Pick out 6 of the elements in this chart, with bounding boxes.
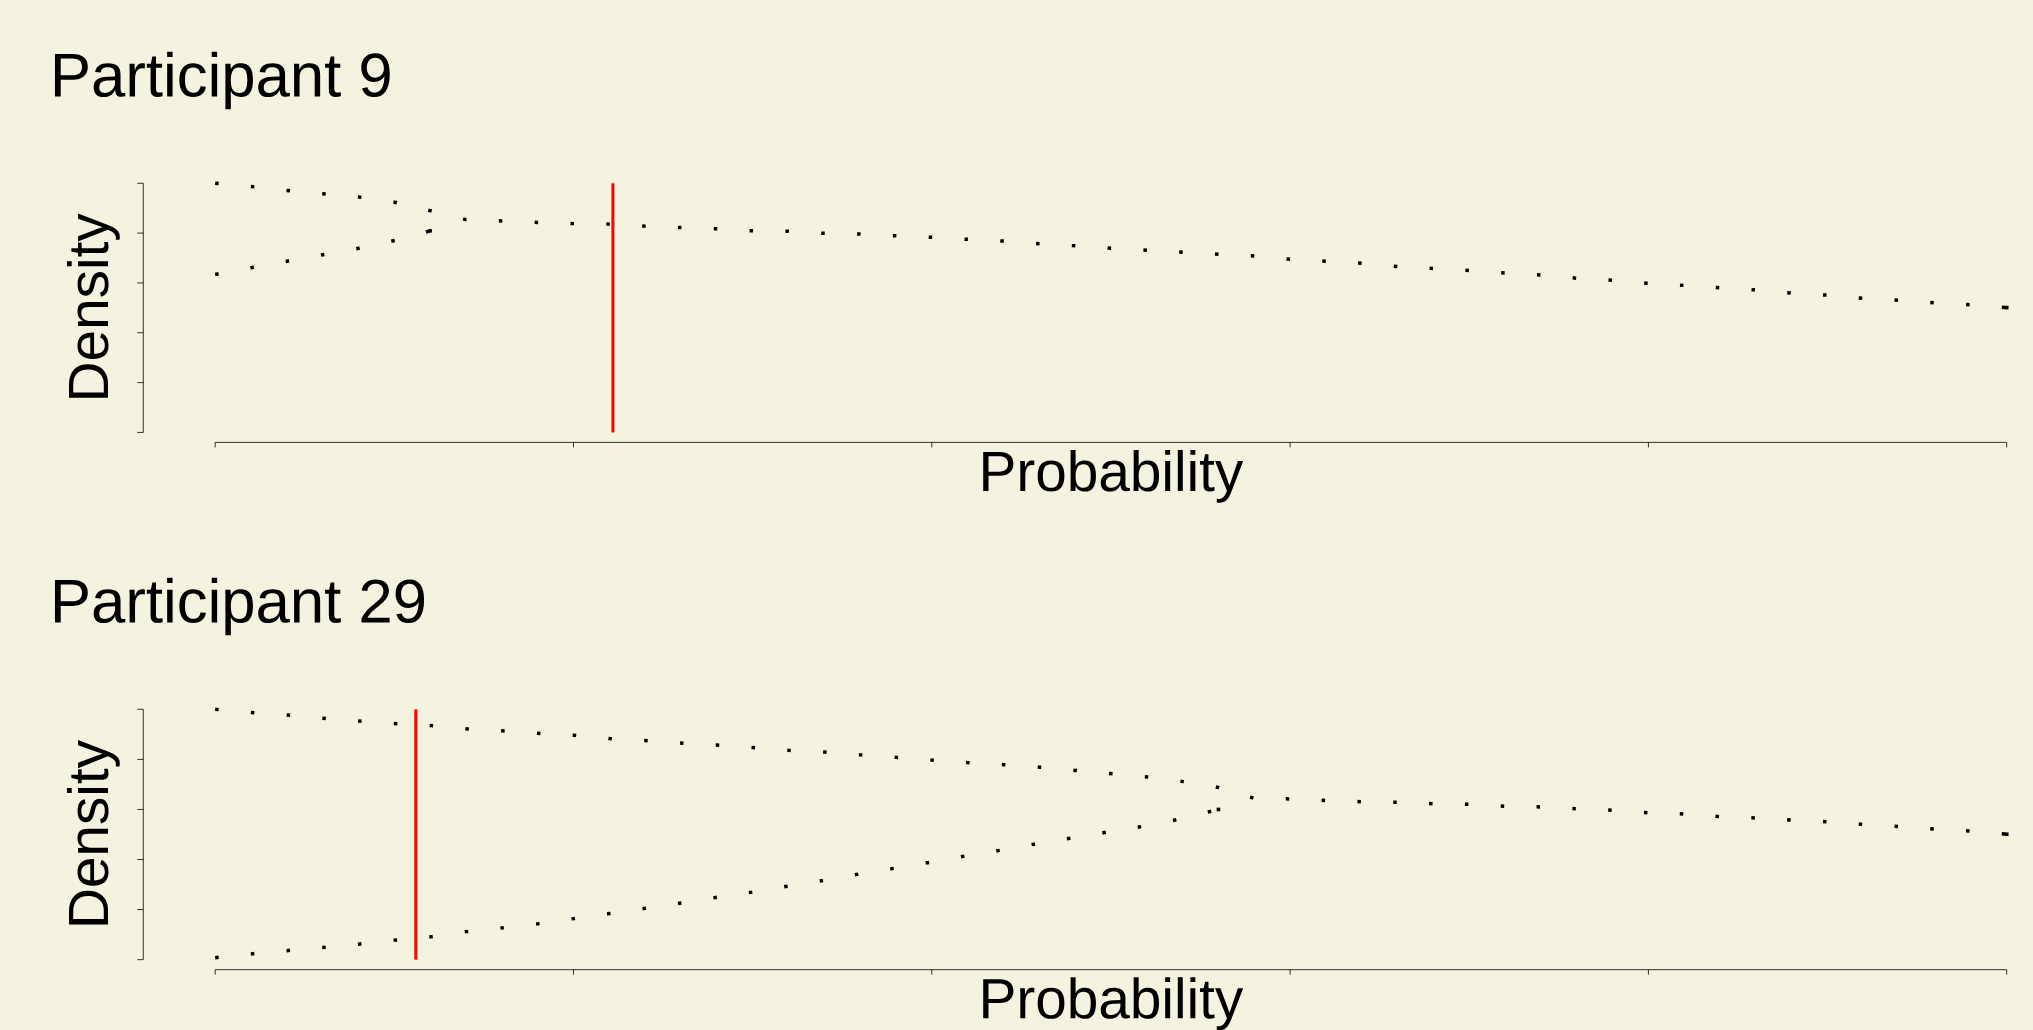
y-axis-title: Density [66,740,120,925]
y-axis-title: Density [66,213,120,398]
chart-title: Participant 9 [54,51,390,110]
chart-title: Participant 29 [54,577,425,636]
x-axis-title: Probability [983,449,1244,503]
x-axis-title: Probability [983,977,1244,1030]
